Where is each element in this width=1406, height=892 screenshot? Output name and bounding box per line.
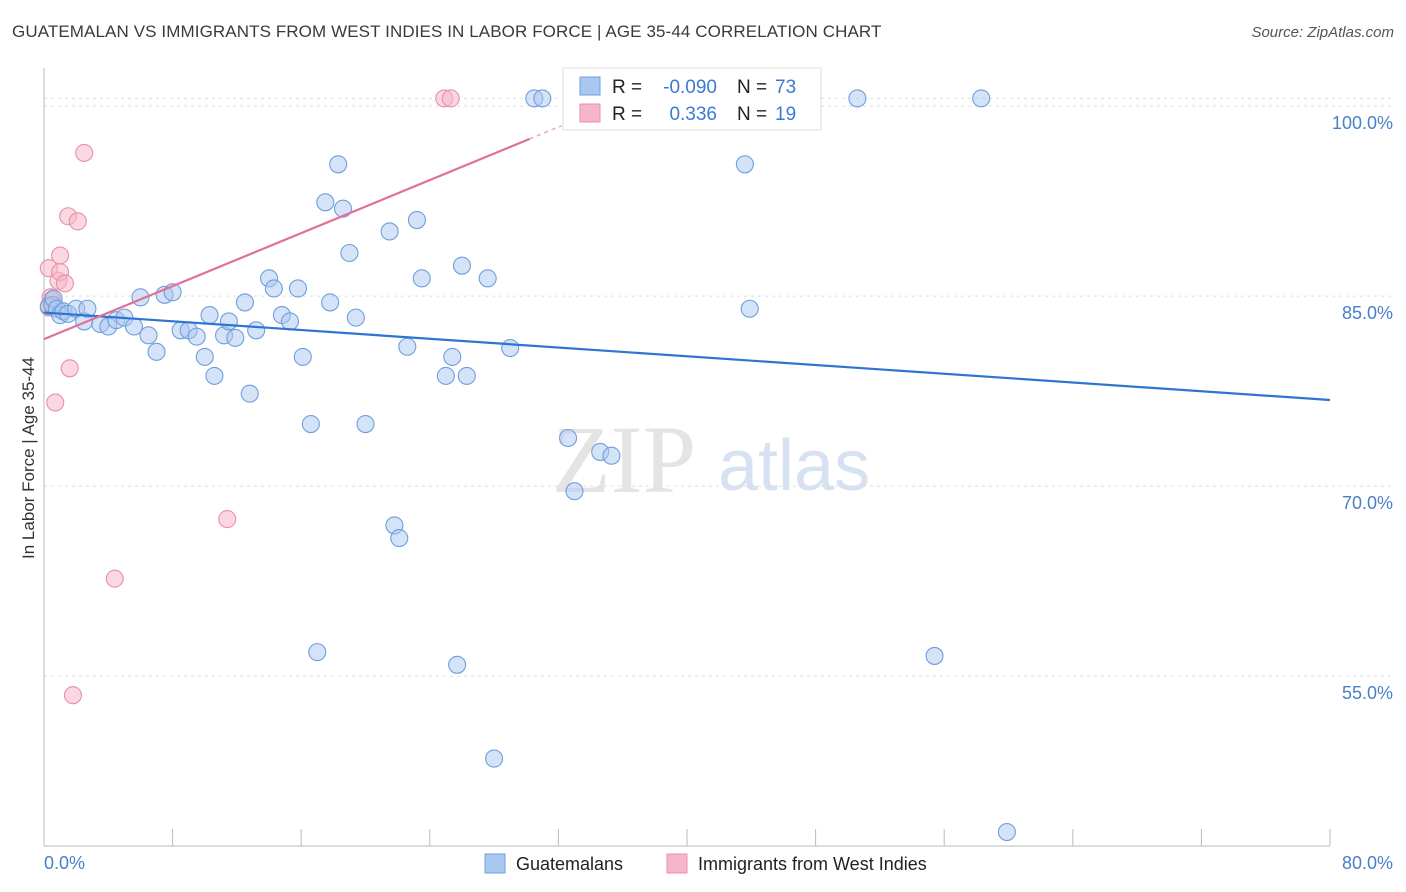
west-indies-point xyxy=(105,569,124,588)
guatemalan-point xyxy=(78,299,97,318)
guatemalan-point xyxy=(321,293,340,312)
west-indies-point xyxy=(55,274,74,293)
guatemalan-points xyxy=(39,89,1016,842)
guatemalan-point xyxy=(205,366,224,385)
guatemalan-point xyxy=(925,646,944,665)
guatemalan-point xyxy=(195,347,214,366)
guatemalan-point xyxy=(235,293,254,312)
guatemalan-point xyxy=(412,269,431,288)
guatemalan-point xyxy=(219,312,238,331)
guatemalan-point xyxy=(200,306,219,325)
guatemalan-point xyxy=(848,89,867,108)
chart-title: GUATEMALAN VS IMMIGRANTS FROM WEST INDIE… xyxy=(12,22,882,41)
guatemalan-point xyxy=(558,428,578,448)
guatemalan-point xyxy=(147,342,166,361)
legend-swatch-blue xyxy=(579,76,601,96)
west-indies-trend-line-dashed xyxy=(529,124,562,140)
bottom-legend-swatch-pink xyxy=(666,853,688,874)
bottom-legend-swatch-blue xyxy=(484,853,506,874)
guatemalan-point xyxy=(288,279,308,298)
legend-box xyxy=(562,67,822,131)
guatemalan-point xyxy=(565,482,584,501)
guatemalan-point xyxy=(280,312,299,331)
legend-n-value-1: 73 xyxy=(775,77,796,98)
guatemalan-point xyxy=(478,269,497,288)
guatemalan-point xyxy=(457,366,476,385)
guatemalan-point xyxy=(139,326,158,345)
west-indies-point xyxy=(75,143,94,162)
y-tick-labels: 55.0% 70.0% 85.0% 100.0% xyxy=(1332,113,1393,703)
guatemalan-trend-line xyxy=(43,311,1331,402)
legend-swatch-pink xyxy=(579,103,601,123)
west-indies-point xyxy=(441,89,460,108)
west-indies-point xyxy=(218,510,237,529)
guatemalan-point xyxy=(533,89,552,108)
guatemalan-point xyxy=(308,643,327,662)
trend-lines xyxy=(43,124,1331,402)
west-indies-point xyxy=(51,246,70,265)
guatemalan-point xyxy=(301,415,320,434)
west-indies-point xyxy=(63,686,82,705)
guatemalan-point xyxy=(226,328,245,347)
x-tick-label-min: 0.0% xyxy=(44,853,85,873)
bottom-legend-label-guatemalans: Guatemalans xyxy=(516,854,623,874)
guatemalan-point xyxy=(346,308,365,327)
guatemalan-point xyxy=(187,327,206,346)
guatemalan-point xyxy=(380,222,399,241)
guatemalan-point xyxy=(356,415,375,434)
west-indies-point xyxy=(68,212,87,231)
west-indies-point xyxy=(46,393,65,412)
guatemalan-point xyxy=(316,193,335,212)
guatemalan-point xyxy=(293,347,312,366)
guatemalan-point xyxy=(340,243,359,263)
guatemalan-point xyxy=(443,347,462,366)
legend-n-label-2: N = xyxy=(737,104,767,125)
guatemalan-point xyxy=(247,321,266,340)
guatemalan-point xyxy=(329,155,348,174)
x-tick-label-max: 80.0% xyxy=(1342,853,1393,873)
guatemalan-point xyxy=(398,337,417,356)
legend-n-label-1: N = xyxy=(737,77,767,98)
guatemalan-point xyxy=(452,256,472,275)
legend-r-value-1: -0.090 xyxy=(663,77,717,98)
guatemalan-point xyxy=(485,749,504,768)
y-axis-title: In Labor Force | Age 35-44 xyxy=(19,357,38,559)
west-indies-point xyxy=(60,359,79,378)
watermark-atlas: atlas xyxy=(718,426,870,506)
guatemalan-point xyxy=(448,655,467,674)
guatemalan-point xyxy=(740,299,759,318)
bottom-legend: Guatemalans Immigrants from West Indies xyxy=(484,853,927,874)
guatemalan-point xyxy=(390,529,409,548)
guatemalan-point xyxy=(436,366,455,385)
y-tick-label: 70.0% xyxy=(1342,493,1393,513)
legend-n-value-2: 19 xyxy=(775,104,796,125)
bottom-legend-label-west-indies: Immigrants from West Indies xyxy=(698,854,927,874)
guatemalan-point xyxy=(240,384,259,403)
west-indies-trend-line xyxy=(43,137,530,341)
y-tick-label: 55.0% xyxy=(1342,683,1393,703)
legend-r-value-2: 0.336 xyxy=(669,104,717,125)
source-label: Source: ZipAtlas.com xyxy=(1251,24,1394,41)
guatemalan-point xyxy=(407,211,426,230)
guatemalan-point xyxy=(333,199,353,218)
x-ticks xyxy=(43,829,1331,846)
guatemalan-point xyxy=(997,823,1016,842)
guatemalan-point xyxy=(972,89,991,108)
y-tick-label: 100.0% xyxy=(1332,113,1393,133)
correlation-legend: R = -0.090 N = 73 R = 0.336 N = 19 xyxy=(562,67,822,131)
y-tick-label: 85.0% xyxy=(1342,303,1393,323)
guatemalan-point xyxy=(602,446,621,465)
guatemalan-point xyxy=(264,279,283,298)
legend-r-label-2: R = xyxy=(612,104,642,125)
guatemalan-point xyxy=(735,155,754,174)
guatemalan-point xyxy=(501,338,520,358)
legend-r-label-1: R = xyxy=(612,77,642,98)
